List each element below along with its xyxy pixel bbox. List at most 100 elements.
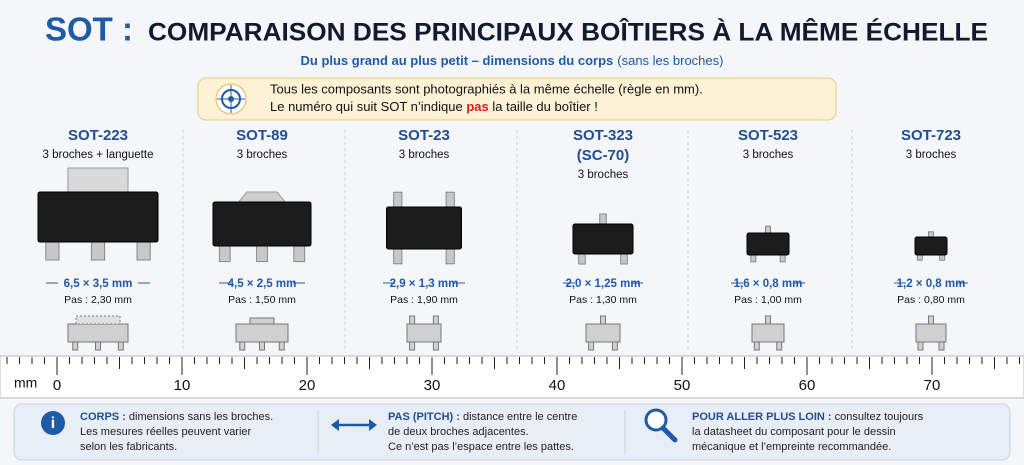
- outline-pin: [600, 315, 606, 325]
- body-dimension: 2,9 × 1,3 mm: [390, 278, 459, 290]
- outline-pin: [95, 341, 101, 351]
- body: [37, 191, 159, 243]
- body: [212, 201, 312, 247]
- pitch: Pas : 2,30 mm: [64, 294, 132, 306]
- body: [572, 223, 634, 255]
- legend-title: CORPS :: [80, 411, 126, 423]
- package-pins: 3 broches: [743, 149, 794, 161]
- package-pins: 3 broches: [906, 149, 957, 161]
- pin: [393, 246, 403, 265]
- pin: [45, 239, 60, 261]
- legend-text: dimensions sans les broches.: [126, 411, 273, 423]
- ruler: [0, 355, 1024, 399]
- outline-pin: [776, 341, 783, 351]
- ruler-label: 60: [799, 377, 816, 394]
- ruler-label: 70: [924, 377, 941, 394]
- package-pins: 3 broches: [237, 149, 288, 161]
- package-photo: [37, 167, 159, 261]
- ruler-label: 50: [674, 377, 691, 394]
- note-highlight: pas: [466, 99, 488, 114]
- pin: [256, 243, 268, 263]
- legend-box: [13, 403, 1011, 461]
- note-box: [197, 77, 837, 121]
- body-dimension: 1,2 × 0,8 mm: [897, 278, 966, 290]
- package-pins: 3 broches: [578, 169, 629, 181]
- package-pins: 3 broches: [399, 149, 450, 161]
- title-prefix: SOT :: [45, 11, 133, 48]
- legend-line: CORPS : dimensions sans les broches.: [80, 411, 273, 423]
- body-dimension: 1,6 × 0,8 mm: [734, 278, 803, 290]
- package-pins: 3 broches + languette: [43, 149, 154, 161]
- outline-body: [406, 323, 442, 343]
- pin: [90, 239, 106, 261]
- outline-pin: [239, 341, 246, 351]
- legend-line: de deux broches adjacentes.: [388, 426, 529, 438]
- outline-body: [67, 323, 129, 343]
- legend-line: selon les fabricants.: [80, 441, 177, 453]
- outline-pin: [432, 341, 439, 351]
- body: [386, 206, 462, 250]
- note-text: Le numéro qui suit SOT n’indique: [270, 99, 466, 114]
- ruler-label: 30: [424, 377, 441, 394]
- package-photo: [386, 191, 462, 265]
- tab: [67, 167, 129, 195]
- package-photo: [212, 191, 312, 263]
- outline-pin: [278, 341, 285, 351]
- outline-pin: [409, 315, 416, 325]
- legend-text: la datasheet du composant pour le dessin: [692, 426, 896, 438]
- outline-pin: [611, 341, 618, 351]
- outline-body: [915, 323, 947, 343]
- note-line-1: Tous les composants sont photographiés à…: [270, 81, 703, 96]
- subtitle: Du plus grand au plus petit – dimensions…: [301, 53, 724, 68]
- package-name: SOT-723: [901, 127, 961, 144]
- package-name: SOT-23: [398, 127, 450, 144]
- pin: [445, 191, 455, 210]
- outline-pin: [72, 341, 79, 351]
- pin: [136, 239, 151, 261]
- search-icon: [644, 408, 678, 443]
- note-text: la taille du boîtier !: [489, 99, 598, 114]
- ruler-label: 40: [549, 377, 566, 394]
- legend-text: mécanique et l’empreinte recommandée.: [692, 441, 891, 453]
- outline-pin: [409, 341, 416, 351]
- body: [914, 236, 948, 256]
- outline-body: [751, 323, 785, 343]
- legend-text: de deux broches adjacentes.: [388, 426, 529, 438]
- package-photo: [746, 225, 790, 263]
- outline-pin: [753, 341, 760, 351]
- outline-pin: [432, 315, 439, 325]
- pitch: Pas : 1,00 mm: [734, 294, 802, 306]
- legend-title: POUR ALLER PLUS LOIN :: [692, 411, 832, 423]
- outline-tab: [75, 315, 121, 325]
- ruler-label: 20: [299, 377, 316, 394]
- package-name: SOT-523: [738, 127, 798, 144]
- outline-pin: [928, 315, 934, 325]
- pitch: Pas : 1,30 mm: [569, 294, 637, 306]
- ruler-label: 0: [53, 377, 61, 394]
- legend-line: Ce n’est pas l’espace entre les pattes.: [388, 441, 574, 453]
- subtitle-main: Du plus grand au plus petit – dimensions…: [301, 53, 614, 68]
- body: [746, 232, 790, 256]
- title: COMPARAISON DES PRINCIPAUX BOÎTIERS À LA…: [148, 17, 988, 47]
- legend-line: mécanique et l’empreinte recommandée.: [692, 441, 891, 453]
- package-photo: [572, 213, 634, 265]
- package-photo: [914, 231, 948, 261]
- legend-text: selon les fabricants.: [80, 441, 177, 453]
- legend-text: distance entre le centre: [460, 411, 577, 423]
- pin: [445, 246, 455, 265]
- target-icon: [215, 83, 247, 115]
- package-alias: (SC-70): [577, 147, 630, 164]
- pitch: Pas : 1,50 mm: [228, 294, 296, 306]
- package-name: SOT-223: [68, 127, 128, 144]
- info-icon: i: [41, 411, 65, 435]
- outline-pin: [765, 315, 771, 325]
- outline-pin: [259, 341, 265, 351]
- body-dimension: 6,5 × 3,5 mm: [64, 278, 133, 290]
- pin: [393, 191, 403, 210]
- legend-line: Les mesures réelles peuvent varier: [80, 426, 252, 438]
- legend-text: Ce n’est pas l’espace entre les pattes.: [388, 441, 574, 453]
- outline-pin: [917, 341, 924, 351]
- outline-tab: [249, 317, 275, 325]
